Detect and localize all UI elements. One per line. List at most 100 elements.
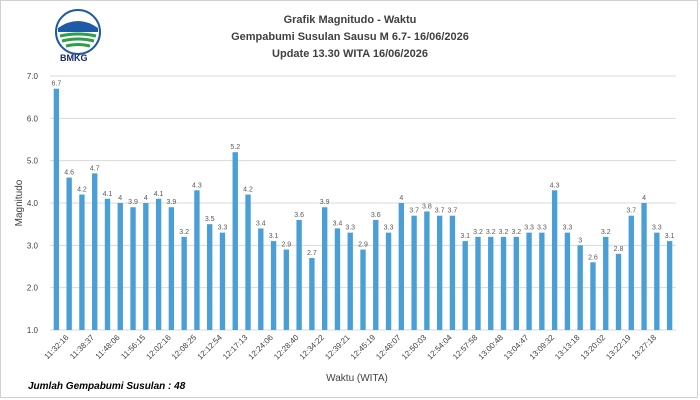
bar <box>475 236 481 330</box>
bar <box>66 177 72 330</box>
bar <box>654 232 660 330</box>
data-label: 4.7 <box>90 165 100 172</box>
x-tick-label: 12:02:16 <box>144 333 173 362</box>
bar <box>143 203 149 330</box>
bar <box>207 224 213 330</box>
bar <box>270 241 277 330</box>
data-label: 3.2 <box>486 229 496 236</box>
data-label: 2.6 <box>588 254 598 261</box>
x-tick-label: 12:08:25 <box>170 333 199 362</box>
data-label: 4 <box>642 195 646 202</box>
bar <box>321 207 328 330</box>
x-tick-label: 12:57:58 <box>451 333 480 362</box>
data-label: 3.4 <box>333 220 343 227</box>
data-label: 3.3 <box>345 225 355 232</box>
bar <box>513 236 519 330</box>
bar <box>488 236 494 330</box>
bar <box>411 215 417 330</box>
logo-text: BMKG <box>60 53 88 63</box>
x-tick-label: 11:48:06 <box>94 333 122 361</box>
data-label: 3.3 <box>384 225 394 232</box>
bar <box>309 258 315 330</box>
x-tick-label: 13:20:02 <box>579 333 608 362</box>
bar <box>641 203 647 330</box>
bar <box>628 215 634 330</box>
bar <box>500 236 507 330</box>
x-tick-label: 12:12:54 <box>195 333 224 362</box>
bar <box>104 198 111 330</box>
x-tick-label: 13:22:19 <box>604 333 633 362</box>
y-tick-label: 3.0 <box>27 241 39 250</box>
data-label: 2.9 <box>358 242 368 249</box>
data-label: 3.9 <box>320 199 330 206</box>
x-axis-title: Waktu (WITA) <box>326 373 388 384</box>
data-label: 3.1 <box>665 233 675 240</box>
data-label: 4.2 <box>77 187 87 194</box>
y-axis-title: Magnitudo <box>14 179 25 226</box>
data-label: 3.9 <box>128 199 138 206</box>
data-label: 4.1 <box>103 191 113 198</box>
x-tick-label: 12:45:19 <box>349 333 378 362</box>
y-tick-label: 5.0 <box>27 157 39 166</box>
data-label: 3.5 <box>205 216 215 223</box>
data-label: 4 <box>399 195 403 202</box>
x-tick-label: 11:38:37 <box>68 333 96 361</box>
data-label: 3.3 <box>218 225 228 232</box>
bar <box>551 190 558 330</box>
x-tick-label: 12:39:21 <box>323 333 352 362</box>
data-label: 4.3 <box>192 182 202 189</box>
chart-title: Grafik Magnitudo - Waktu <box>283 14 417 26</box>
bar <box>181 236 187 330</box>
y-tick-label: 1.0 <box>27 326 39 335</box>
x-tick-label: 12:48:07 <box>374 333 403 362</box>
data-label: 2.9 <box>281 242 291 249</box>
data-label: 3.7 <box>448 208 458 215</box>
bar <box>360 249 366 330</box>
chart-subtitle: Gempabumi Susulan Sausu M 6.7- 16/06/202… <box>231 31 469 43</box>
x-tick-label: 13:04:47 <box>502 333 531 362</box>
data-label: 4 <box>144 195 148 202</box>
x-tick-label: 12:54:04 <box>425 333 454 362</box>
bar <box>79 194 85 330</box>
bar <box>526 232 532 330</box>
bar <box>424 211 430 330</box>
bmkg-logo-icon <box>52 8 104 62</box>
data-label: 3.2 <box>473 229 483 236</box>
bar <box>449 215 456 330</box>
data-label: 3.2 <box>511 229 521 236</box>
bar <box>168 207 175 330</box>
data-label: 3.4 <box>256 220 266 227</box>
bar <box>92 173 98 330</box>
x-tick-label: 12:28:40 <box>272 333 301 362</box>
data-label: 3.8 <box>422 203 432 210</box>
bar <box>117 203 123 330</box>
bar <box>590 262 596 330</box>
bar <box>283 249 290 330</box>
data-label: 3.7 <box>435 208 445 215</box>
data-label: 3.9 <box>167 199 177 206</box>
data-label: 3.6 <box>371 212 381 219</box>
bar <box>398 203 405 330</box>
chart-subtitle-update: Update 13.30 WITA 16/06/2026 <box>272 48 428 60</box>
bar <box>347 232 353 330</box>
bar <box>577 245 583 330</box>
data-label: 3.3 <box>524 225 534 232</box>
data-label: 3.3 <box>652 225 662 232</box>
bar <box>436 215 443 330</box>
bar <box>666 241 673 330</box>
bar <box>194 190 200 330</box>
bar <box>615 253 622 330</box>
x-tick-label: 13:00:48 <box>477 333 506 362</box>
bar <box>219 232 226 330</box>
data-label: 2.8 <box>614 246 624 253</box>
bar <box>334 228 341 330</box>
y-tick-label: 6.0 <box>27 114 39 123</box>
aftershock-count: Jumlah Gempabumi Susulan : 48 <box>28 381 186 392</box>
data-label: 3.2 <box>499 229 509 236</box>
x-tick-label: 12:24:06 <box>247 333 276 362</box>
bar <box>462 241 468 330</box>
data-label: 6.7 <box>52 81 62 88</box>
data-label: 2.7 <box>307 250 317 257</box>
